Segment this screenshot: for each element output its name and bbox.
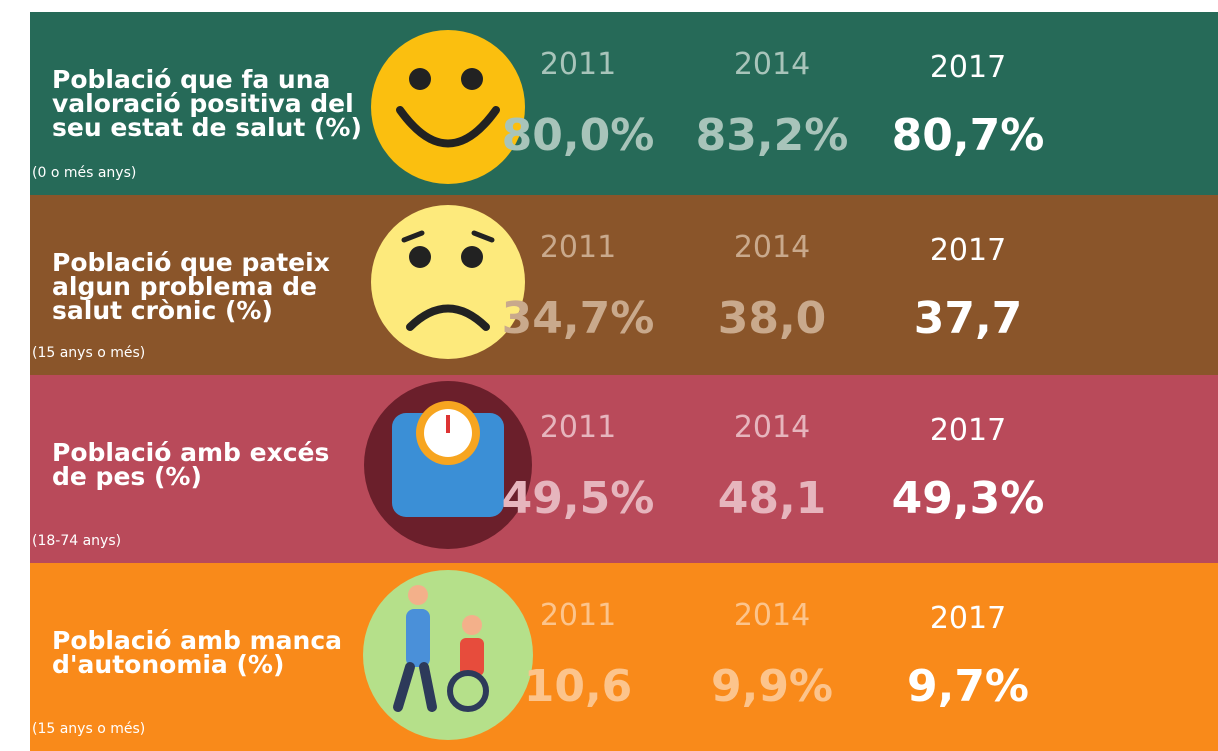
value: 48,1 (717, 473, 827, 524)
year-label: 2014 (733, 47, 811, 82)
scale-icon (364, 381, 532, 549)
value: 10,6 (523, 661, 633, 712)
row: Població que pateix algun problema de salu… (30, 195, 1218, 375)
note: (15 anys o més) (32, 721, 146, 737)
year-label: 2017 (929, 601, 1007, 636)
year-label: 2017 (929, 233, 1007, 268)
row: Població amb manca d'autonomia (%) (15 any… (30, 563, 1218, 751)
value: 83,2% (695, 110, 849, 161)
title-line: algun problema de (52, 272, 317, 301)
title-line: d'autonomia (%) (52, 650, 285, 679)
value: 38,0 (717, 293, 827, 344)
value: 9,9% (710, 661, 834, 712)
title-line: valoració positiva del (52, 89, 354, 118)
title-line: de pes (%) (52, 462, 202, 491)
value: 80,0% (501, 110, 655, 161)
value: 9,7% (906, 661, 1030, 712)
note: (0 o més anys) (32, 165, 137, 181)
wheelchair-icon (363, 570, 533, 740)
year-label: 2011 (539, 410, 617, 445)
title-line: Població que pateix (52, 248, 330, 277)
row: Població que fa una valoració positiva de… (30, 12, 1218, 195)
year-label: 2014 (733, 598, 811, 633)
value: 49,3% (891, 473, 1045, 524)
year-label: 2014 (733, 410, 811, 445)
year-label: 2017 (929, 413, 1007, 448)
title-line: Població que fa una (52, 65, 331, 94)
value: 80,7% (891, 110, 1045, 161)
year-label: 2011 (539, 47, 617, 82)
title-line: salut crònic (%) (52, 296, 273, 325)
note: (18-74 anys) (32, 533, 122, 549)
title-line: Població amb excés (52, 438, 330, 467)
title-line: seu estat de salut (%) (52, 113, 362, 142)
value: 37,7 (913, 293, 1023, 344)
note: (15 anys o més) (32, 345, 146, 361)
row: Població amb excés de pes (%) (18-74 anys)… (30, 375, 1218, 563)
year-label: 2014 (733, 230, 811, 265)
year-label: 2011 (539, 230, 617, 265)
sad-icon (371, 205, 525, 359)
value: 34,7% (501, 293, 655, 344)
value: 49,5% (501, 473, 655, 524)
year-label: 2011 (539, 598, 617, 633)
year-label: 2017 (929, 50, 1007, 85)
title-line: Població amb manca (52, 626, 343, 655)
smiley-icon (371, 30, 525, 184)
